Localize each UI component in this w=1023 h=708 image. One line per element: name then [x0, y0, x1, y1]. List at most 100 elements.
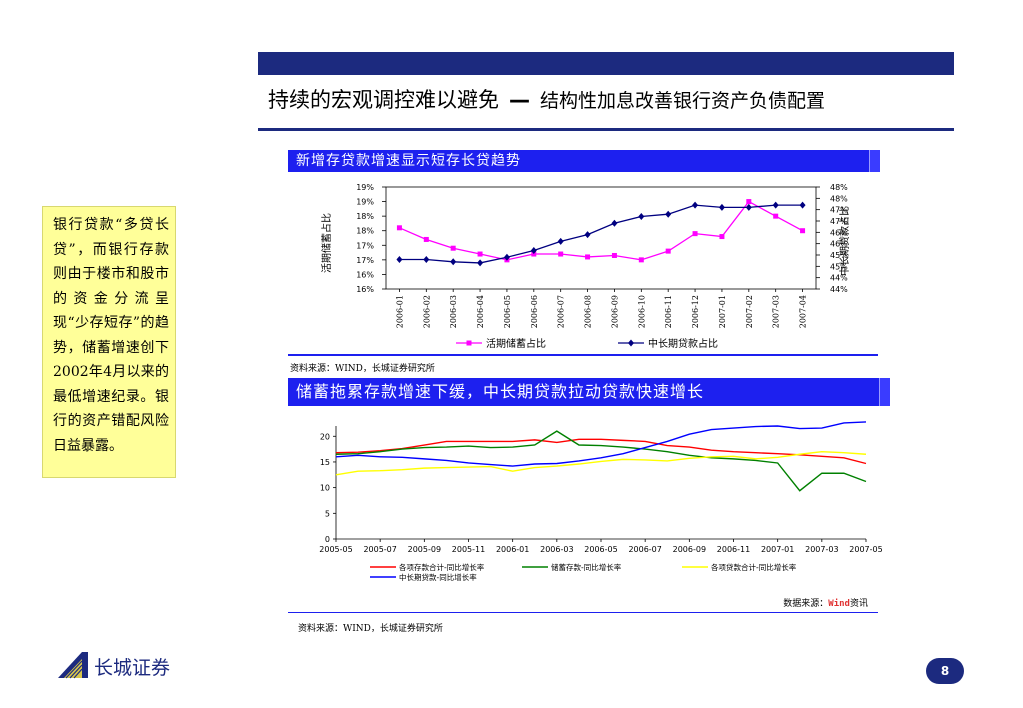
chart1-x-tick-label: 2006-06: [530, 295, 539, 328]
chart1-plot-frame: [385, 186, 817, 290]
chart1-y-tick-label: 19%: [356, 198, 374, 207]
slide-title-main: 持续的宏观调控难以避免: [268, 88, 499, 112]
chart2-tick-labels: 0 5 10 15 20 2005-05 2005-07 2005-09 2005-11 2006…: [319, 432, 882, 554]
chart1-y-tick-label: 17%: [356, 241, 374, 250]
chart1-header-edge: [869, 150, 880, 172]
chart2-y-tick-label: 20: [320, 432, 330, 441]
chart1-x-tick-label: 2006-02: [422, 295, 431, 328]
chart1-source: 资料来源：WIND，长城证券研究所: [290, 364, 435, 374]
chart2-legend-label: 各项存款合计-同比增长率: [399, 562, 485, 572]
chart1-point-1: [584, 231, 591, 239]
chart1-tick-labels: 16% 16% 17% 17% 18% 18% 19% 19% 44% 44% 45% 45% 46% 4…: [356, 183, 848, 328]
chart1-y-tick-label: 18%: [356, 227, 374, 236]
chart1-y2-tick-label: 45%: [830, 251, 848, 260]
chart2-x-tick-label: 2006-01: [496, 545, 529, 554]
chart1-series-line-0: [399, 200, 803, 261]
chart1-point-1: [503, 253, 510, 261]
chart2-growth-rates: 0 5 10 15 20 2005-05 2005-07 2005-09 2005-11 2006…: [319, 421, 883, 609]
chart1-point-0: [450, 245, 456, 251]
chart2-x-tick-label: 2007-05: [849, 545, 882, 554]
chart1-point-0: [746, 199, 752, 205]
slide-title: 持续的宏观调控难以避免 — 结构性加息改善银行资产负债配置: [268, 84, 958, 120]
chart2-watermark-prefix: 数据来源：: [783, 597, 828, 609]
chart1-y2-tick-label: 46%: [830, 240, 848, 249]
chart1-legend-label: 中长期贷款占比: [648, 337, 718, 350]
chart1-header: 新增存贷款增速显示短存长贷趋势: [288, 150, 880, 172]
chart1-x-tick-label: 2006-07: [557, 295, 566, 328]
title-bar: [258, 52, 954, 75]
chart2-axes: [333, 426, 867, 542]
chart1-x-tick-label: 2007-03: [772, 295, 781, 328]
chart2-watermark-brand: Wind: [828, 598, 850, 609]
chart2-source: 资料来源：WIND，长城证券研究所: [298, 624, 443, 634]
chart1-x-tick-label: 2007-01: [718, 295, 727, 328]
chart1-point-0: [477, 251, 483, 257]
chart2-series-line-0: [335, 438, 867, 465]
chart1-x-tick-label: 2006-05: [503, 295, 512, 328]
chart2-y-tick-label: 15: [320, 458, 330, 467]
chart1-x-tick-label: 2007-04: [799, 295, 808, 328]
chart2-header-text: 储蓄拖累存款增速下缓，中长期贷款拉动贷款快速增长: [296, 382, 705, 401]
chart2-series-line-1: [335, 430, 867, 492]
chart2-y-tick-label: 5: [325, 509, 330, 518]
chart2-legend-label: 中长期贷款-同比增长率: [399, 572, 477, 582]
chart1-point-0: [611, 252, 617, 258]
chart2-watermark: 数据来源：Wind资讯: [783, 597, 868, 609]
chart1-y2-tick-label: 48%: [830, 194, 848, 203]
chart1-point-1: [665, 210, 672, 218]
chart1-point-1: [799, 201, 806, 209]
chart1-x-tick-label: 2006-12: [691, 295, 700, 328]
chart1-y2-tick-label: 45%: [830, 262, 848, 271]
chart1-legend: 活期储蓄占比 中长期贷款占比: [456, 337, 718, 350]
chart2-x-tick-label: 2007-01: [761, 545, 794, 554]
chart1-axes: [382, 186, 820, 292]
chart2-series-line-2: [335, 450, 867, 476]
chart1-point-0: [719, 234, 725, 240]
chart1-point-1: [450, 258, 457, 266]
chart2-series: [335, 421, 867, 492]
chart1-x-tick-label: 2006-11: [664, 295, 673, 328]
chart2-x-tick-label: 2005-05: [319, 545, 352, 554]
chart1-legend-marker: [628, 339, 634, 347]
slide-title-dash: —: [509, 88, 530, 112]
chart1-y2-tick-label: 47%: [830, 206, 848, 215]
chart1-point-1: [638, 212, 645, 220]
summary-note: 银行贷款“多贷长贷”，而银行存款则由于楼市和股市的资金分流呈现“少存短存”的趋势…: [42, 206, 176, 478]
chart2-x-tick-label: 2006-05: [584, 545, 617, 554]
chart2-x-tick-label: 2005-09: [408, 545, 441, 554]
chart2-x-tick-label: 2006-09: [673, 545, 706, 554]
chart2-x-tick-label: 2006-03: [540, 545, 573, 554]
chart1-x-tick-label: 2006-04: [476, 295, 485, 328]
chart1-point-0: [531, 251, 537, 257]
chart2-x-tick-label: 2006-07: [628, 545, 661, 554]
chart1-point-1: [530, 246, 537, 254]
company-logo-icon: [58, 652, 88, 679]
chart1-y2-tick-label: 44%: [830, 274, 848, 283]
chart1-y-tick-label: 16%: [356, 270, 374, 279]
slide-title-sub: 结构性加息改善银行资产负债配置: [540, 90, 826, 112]
chart1-point-1: [423, 256, 430, 264]
chart1-point-0: [800, 228, 806, 234]
chart1-x-tick-label: 2006-01: [395, 295, 404, 328]
chart1-y2-tick-label: 48%: [830, 183, 848, 192]
chart1-y2label: 中长期贷款占比: [838, 206, 851, 276]
chart1-point-1: [692, 201, 699, 209]
chart1-bottom-rule: [288, 354, 878, 356]
chart1-legend-label: 活期储蓄占比: [486, 337, 546, 350]
chart2-watermark-suffix: 资讯: [850, 598, 868, 609]
chart1-point-1: [718, 203, 725, 211]
chart2-bottom-rule: [288, 612, 878, 613]
chart1-point-0: [773, 213, 779, 219]
chart1-point-1: [477, 259, 484, 267]
chart1-x-tick-label: 2007-02: [745, 295, 754, 328]
chart1-x-tick-label: 2006-09: [610, 295, 619, 328]
chart1-y-tick-label: 17%: [356, 256, 374, 265]
chart1-x-tick-label: 2006-10: [637, 295, 646, 328]
chart2-x-tick-label: 2005-11: [452, 545, 485, 554]
chart1-point-1: [557, 237, 564, 245]
chart2-x-tick-label: 2006-11: [717, 545, 750, 554]
chart1-x-tick-label: 2006-08: [584, 295, 593, 328]
chart1-series-line-1: [399, 204, 803, 264]
chart1-ylabel: 活期储蓄占比: [320, 213, 333, 273]
chart2-x-tick-label: 2005-07: [363, 545, 396, 554]
